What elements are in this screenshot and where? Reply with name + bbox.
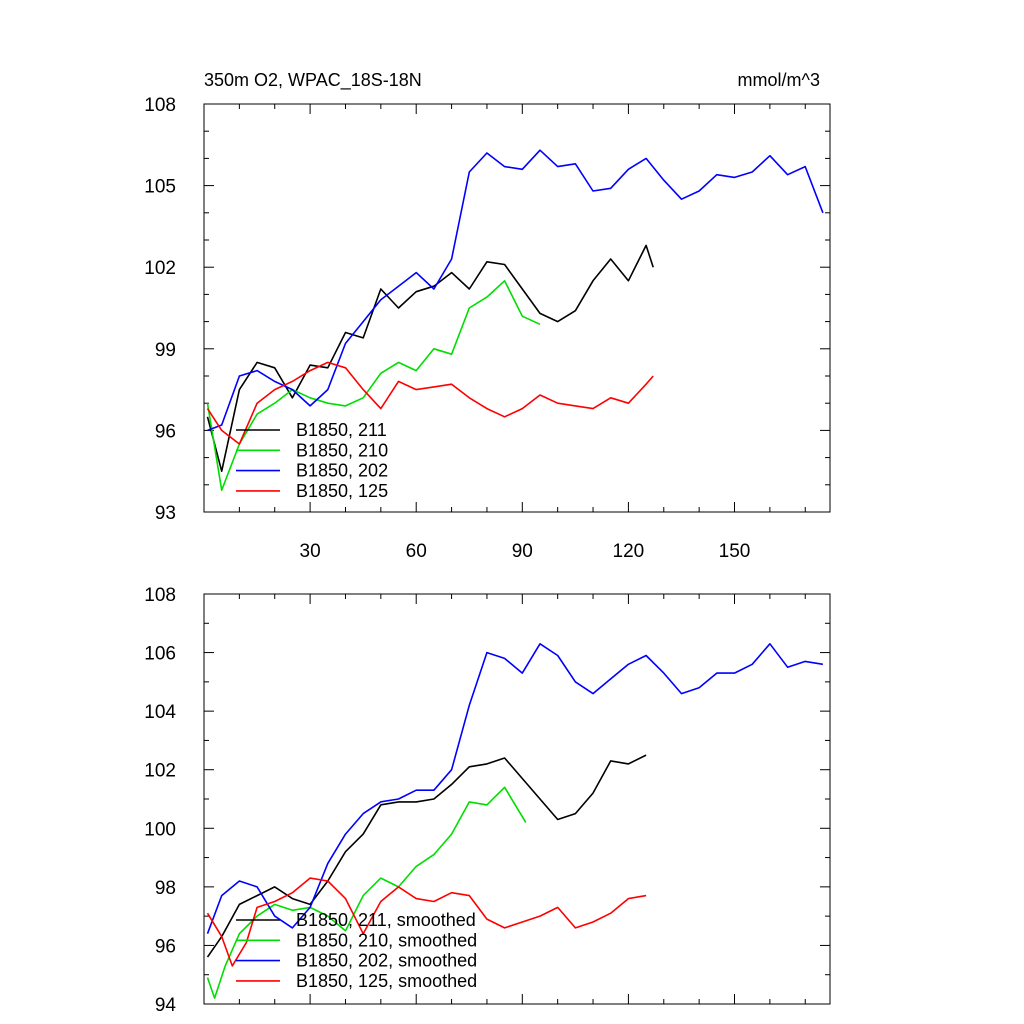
- plot-frame: [203, 103, 831, 513]
- y-tick-label: 100: [144, 819, 176, 840]
- y-tick-label: 108: [144, 95, 176, 116]
- legend-label: B1850, 211, smoothed: [296, 910, 476, 930]
- legend-label: B1850, 211: [296, 420, 387, 440]
- legend-label: B1850, 210, smoothed: [296, 930, 477, 950]
- x-tick-label: 30: [300, 541, 321, 562]
- y-tick-label: 93: [155, 503, 176, 524]
- series-line: [206, 244, 654, 473]
- y-tick-label: 102: [144, 258, 176, 279]
- series-line: [206, 754, 647, 958]
- chart-title: 350m O2, WPAC_18S-18N: [204, 70, 422, 91]
- x-tick-label: 60: [406, 541, 427, 562]
- chart-units: mmol/m^3: [738, 70, 820, 90]
- y-tick-label: 99: [155, 340, 176, 361]
- series-line: [206, 786, 527, 999]
- y-tick-label: 94: [155, 995, 177, 1016]
- panel-2: 94 96 98 100 102 104 106 108 B1850, 211, smoothe…: [144, 585, 831, 1016]
- legend-label: B1850, 210: [296, 440, 388, 460]
- y-tick-label: 106: [144, 644, 176, 665]
- series-line: [206, 877, 647, 967]
- y-tick-label: 98: [155, 878, 176, 899]
- legend-label: B1850, 202: [296, 461, 388, 481]
- series-line: [206, 279, 541, 492]
- y-tick-label: 105: [144, 177, 176, 198]
- series-line: [206, 642, 824, 934]
- series-line: [207, 149, 824, 432]
- x-tick-label: 150: [719, 541, 751, 562]
- legend-label: B1850, 125: [296, 481, 388, 501]
- y-tick-label: 96: [155, 421, 176, 442]
- y-tick-label: 96: [155, 936, 176, 957]
- y-tick-label: 102: [144, 761, 176, 782]
- series-line: [206, 361, 654, 445]
- y-tick-label: 104: [144, 702, 176, 723]
- y-tick-label: 108: [144, 585, 176, 606]
- x-tick-label: 90: [512, 541, 533, 562]
- legend-label: B1850, 202, smoothed: [296, 951, 477, 971]
- legend-label: B1850, 125, smoothed: [296, 971, 477, 991]
- x-tick-label: 120: [613, 541, 645, 562]
